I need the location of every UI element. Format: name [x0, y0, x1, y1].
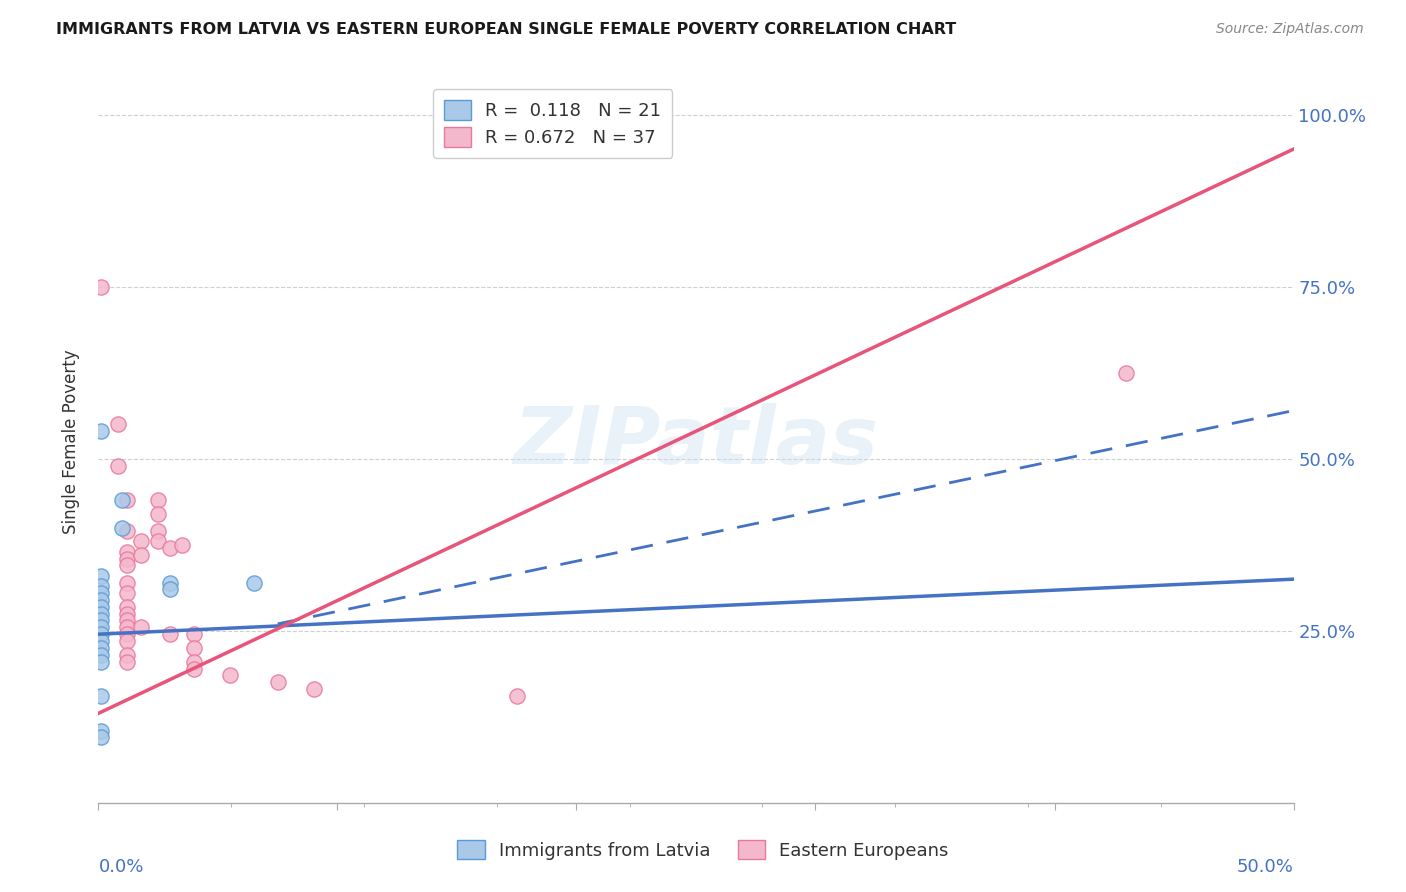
Point — [90, 424, 112, 438]
Point — [131, 548, 153, 562]
Point — [115, 627, 138, 641]
Text: 0.0%: 0.0% — [98, 858, 143, 876]
Text: 50.0%: 50.0% — [1237, 858, 1294, 876]
Point — [115, 524, 138, 538]
Point — [90, 599, 112, 614]
Point — [219, 668, 242, 682]
Point — [115, 551, 138, 566]
Point — [90, 579, 112, 593]
Point — [111, 493, 134, 508]
Point — [159, 582, 181, 597]
Point — [267, 675, 290, 690]
Point — [90, 640, 112, 655]
Point — [115, 586, 138, 600]
Point — [115, 648, 138, 662]
Point — [183, 627, 205, 641]
Point — [115, 544, 138, 558]
Point — [90, 655, 112, 669]
Point — [90, 731, 112, 745]
Point — [172, 538, 194, 552]
Point — [183, 662, 205, 676]
Point — [90, 614, 112, 628]
Point — [1115, 366, 1137, 380]
Point — [90, 568, 112, 582]
Point — [90, 723, 112, 738]
Point — [131, 534, 153, 549]
Point — [131, 620, 153, 634]
Point — [159, 627, 181, 641]
Point — [90, 689, 112, 703]
Point — [90, 634, 112, 648]
Text: ZIPatlas: ZIPatlas — [513, 402, 879, 481]
Point — [115, 634, 138, 648]
Point — [115, 493, 138, 508]
Point — [148, 507, 170, 521]
Point — [107, 458, 129, 473]
Point — [159, 575, 181, 590]
Point — [90, 279, 112, 293]
Point — [115, 607, 138, 621]
Point — [148, 493, 170, 508]
Point — [90, 620, 112, 634]
Y-axis label: Single Female Poverty: Single Female Poverty — [62, 350, 80, 533]
Point — [115, 575, 138, 590]
Point — [90, 648, 112, 662]
Point — [115, 655, 138, 669]
Point — [107, 417, 129, 432]
Point — [243, 575, 266, 590]
Point — [115, 558, 138, 573]
Legend: Immigrants from Latvia, Eastern Europeans: Immigrants from Latvia, Eastern European… — [450, 832, 956, 867]
Point — [111, 520, 134, 534]
Point — [90, 607, 112, 621]
Point — [90, 627, 112, 641]
Point — [115, 620, 138, 634]
Point — [148, 534, 170, 549]
Text: Source: ZipAtlas.com: Source: ZipAtlas.com — [1216, 22, 1364, 37]
Point — [159, 541, 181, 556]
Point — [183, 640, 205, 655]
Legend: R =  0.118   N = 21, R = 0.672   N = 37: R = 0.118 N = 21, R = 0.672 N = 37 — [433, 89, 672, 158]
Point — [148, 524, 170, 538]
Point — [115, 614, 138, 628]
Point — [506, 689, 529, 703]
Point — [90, 592, 112, 607]
Point — [183, 655, 205, 669]
Point — [302, 682, 325, 697]
Text: IMMIGRANTS FROM LATVIA VS EASTERN EUROPEAN SINGLE FEMALE POVERTY CORRELATION CHA: IMMIGRANTS FROM LATVIA VS EASTERN EUROPE… — [56, 22, 956, 37]
Point — [115, 599, 138, 614]
Point — [90, 586, 112, 600]
